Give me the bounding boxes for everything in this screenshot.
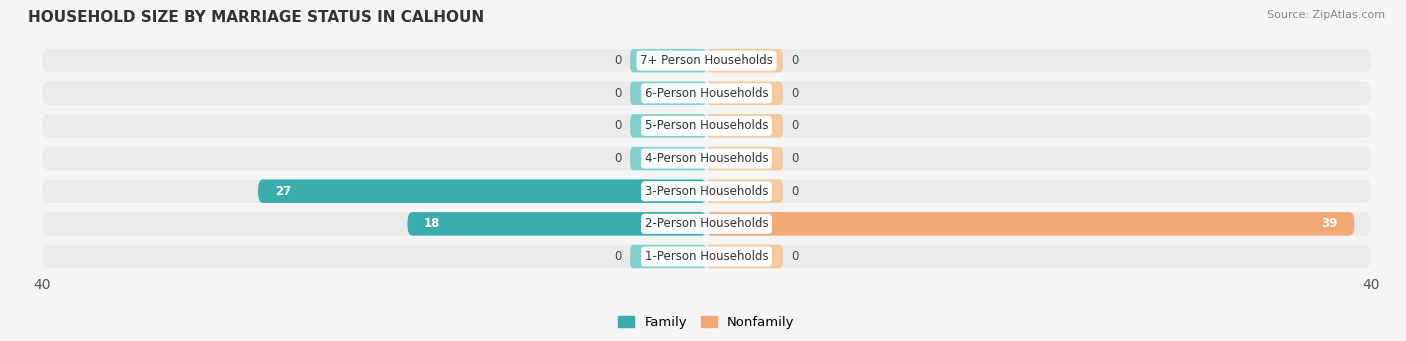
Text: 4-Person Households: 4-Person Households [645, 152, 768, 165]
FancyBboxPatch shape [42, 212, 1371, 236]
Text: 0: 0 [614, 54, 621, 67]
Text: 0: 0 [614, 152, 621, 165]
FancyBboxPatch shape [706, 49, 783, 72]
FancyBboxPatch shape [42, 81, 1371, 105]
FancyBboxPatch shape [706, 212, 1354, 236]
FancyBboxPatch shape [706, 179, 783, 203]
FancyBboxPatch shape [630, 245, 706, 268]
Text: 0: 0 [614, 119, 621, 132]
Text: 6-Person Households: 6-Person Households [645, 87, 768, 100]
FancyBboxPatch shape [706, 81, 783, 105]
FancyBboxPatch shape [408, 212, 706, 236]
FancyBboxPatch shape [630, 81, 706, 105]
Text: 7+ Person Households: 7+ Person Households [640, 54, 773, 67]
Text: 0: 0 [792, 54, 799, 67]
FancyBboxPatch shape [630, 49, 706, 72]
Text: Source: ZipAtlas.com: Source: ZipAtlas.com [1267, 10, 1385, 20]
FancyBboxPatch shape [259, 179, 706, 203]
Text: 3-Person Households: 3-Person Households [645, 185, 768, 198]
Text: 5-Person Households: 5-Person Households [645, 119, 768, 132]
FancyBboxPatch shape [706, 245, 783, 268]
Text: 27: 27 [274, 185, 291, 198]
Text: 0: 0 [792, 250, 799, 263]
FancyBboxPatch shape [42, 114, 1371, 138]
Text: 2-Person Households: 2-Person Households [645, 217, 768, 230]
Text: HOUSEHOLD SIZE BY MARRIAGE STATUS IN CALHOUN: HOUSEHOLD SIZE BY MARRIAGE STATUS IN CAL… [28, 10, 484, 25]
Legend: Family, Nonfamily: Family, Nonfamily [613, 311, 800, 335]
FancyBboxPatch shape [42, 245, 1371, 268]
Text: 0: 0 [792, 87, 799, 100]
FancyBboxPatch shape [42, 49, 1371, 72]
FancyBboxPatch shape [630, 114, 706, 138]
Text: 0: 0 [614, 250, 621, 263]
Text: 0: 0 [792, 152, 799, 165]
Text: 0: 0 [614, 87, 621, 100]
Text: 0: 0 [792, 119, 799, 132]
FancyBboxPatch shape [42, 179, 1371, 203]
FancyBboxPatch shape [630, 147, 706, 170]
Text: 0: 0 [792, 185, 799, 198]
FancyBboxPatch shape [706, 114, 783, 138]
FancyBboxPatch shape [42, 147, 1371, 170]
Text: 39: 39 [1322, 217, 1337, 230]
FancyBboxPatch shape [706, 147, 783, 170]
Text: 1-Person Households: 1-Person Households [645, 250, 768, 263]
Text: 18: 18 [425, 217, 440, 230]
